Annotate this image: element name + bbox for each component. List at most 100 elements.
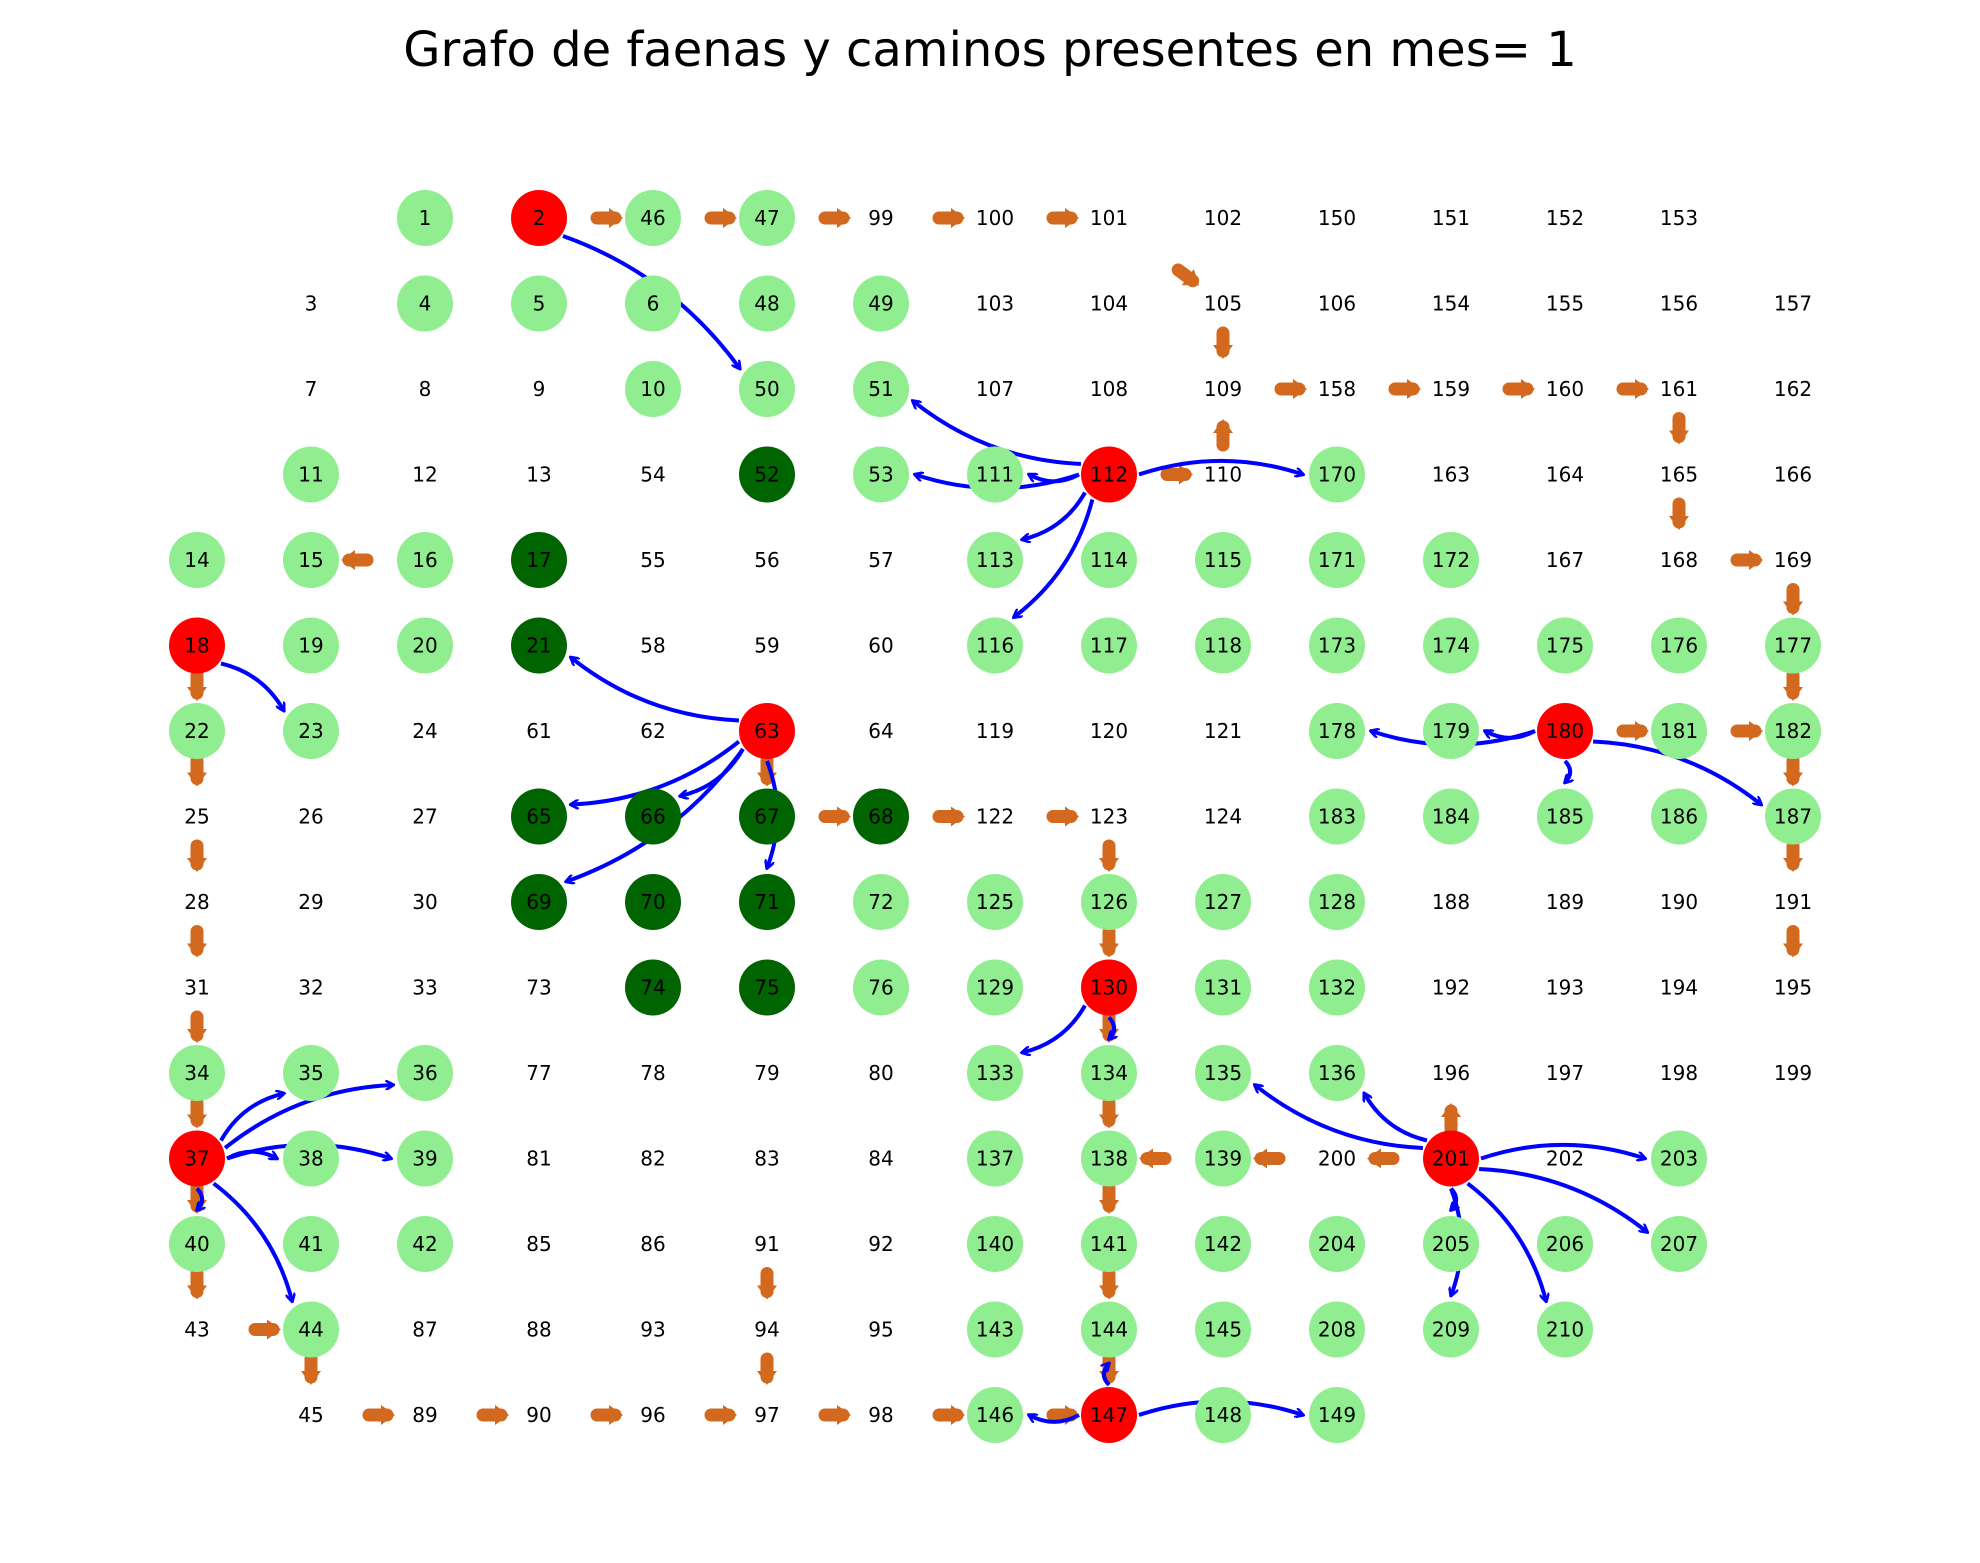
- node-12: 12: [412, 463, 437, 487]
- node-label: 198: [1660, 1061, 1698, 1085]
- node-label: 208: [1318, 1318, 1356, 1342]
- node-95: 95: [868, 1318, 893, 1342]
- node-label: 170: [1318, 463, 1356, 487]
- node-label: 20: [412, 634, 437, 658]
- node-114: 114: [1081, 532, 1137, 588]
- node-label: 203: [1660, 1147, 1698, 1171]
- node-32: 32: [298, 976, 323, 1000]
- node-3: 3: [305, 292, 318, 316]
- node-51: 51: [853, 361, 909, 417]
- node-26: 26: [298, 805, 323, 829]
- node-71: 71: [739, 874, 795, 930]
- node-204: 204: [1309, 1216, 1365, 1272]
- node-label: 117: [1090, 634, 1128, 658]
- node-label: 101: [1090, 206, 1128, 230]
- node-197: 197: [1546, 1061, 1584, 1085]
- node-label: 151: [1432, 206, 1470, 230]
- node-label: 139: [1204, 1147, 1242, 1171]
- node-193: 193: [1546, 976, 1584, 1000]
- node-163: 163: [1432, 463, 1470, 487]
- node-132: 132: [1309, 959, 1365, 1016]
- blue-edge-201-135: [1255, 1085, 1423, 1150]
- node-label: 165: [1660, 463, 1698, 487]
- node-label: 210: [1546, 1318, 1584, 1342]
- blue-edge-37-35: [219, 1093, 284, 1142]
- node-label: 48: [754, 292, 779, 316]
- node-85: 85: [526, 1232, 551, 1256]
- node-7: 7: [305, 377, 318, 401]
- node-93: 93: [640, 1318, 665, 1342]
- node-label: 178: [1318, 719, 1356, 743]
- orange-edge-31-34: [187, 1010, 207, 1043]
- node-label: 32: [298, 976, 323, 1000]
- node-label: 84: [868, 1147, 893, 1171]
- node-label: 171: [1318, 548, 1356, 572]
- node-25: 25: [184, 805, 209, 829]
- node-13: 13: [526, 463, 551, 487]
- node-116: 116: [967, 617, 1023, 674]
- node-134: 134: [1081, 1045, 1137, 1101]
- node-label: 9: [533, 377, 546, 401]
- node-133: 133: [967, 1045, 1023, 1101]
- node-label: 50: [754, 377, 779, 401]
- node-118: 118: [1195, 617, 1251, 674]
- node-174: 174: [1423, 617, 1479, 674]
- node-label: 194: [1660, 976, 1698, 1000]
- orange-edge-201-200: [1367, 1148, 1400, 1169]
- node-89: 89: [412, 1403, 437, 1427]
- blue-edge-201-210: [1466, 1181, 1546, 1301]
- node-73: 73: [526, 976, 551, 1000]
- node-label: 81: [526, 1147, 551, 1171]
- node-label: 126: [1090, 890, 1128, 914]
- node-141: 141: [1081, 1216, 1137, 1272]
- orange-edge-158-159: [1388, 379, 1421, 399]
- node-39: 39: [397, 1130, 453, 1187]
- node-label: 163: [1432, 463, 1470, 487]
- node-103: 103: [976, 292, 1014, 316]
- node-28: 28: [184, 890, 209, 914]
- node-label: 45: [298, 1403, 323, 1427]
- node-label: 146: [976, 1403, 1014, 1427]
- node-label: 23: [298, 719, 323, 743]
- node-label: 21: [526, 634, 551, 658]
- node-label: 36: [412, 1061, 437, 1085]
- node-label: 179: [1432, 719, 1470, 743]
- node-label: 22: [184, 719, 209, 743]
- node-67: 67: [739, 788, 795, 845]
- node-91: 91: [754, 1232, 779, 1256]
- node-label: 167: [1546, 548, 1584, 572]
- node-label: 189: [1546, 890, 1584, 914]
- node-150: 150: [1318, 206, 1356, 230]
- node-label: 28: [184, 890, 209, 914]
- orange-edge-169-177: [1783, 583, 1803, 616]
- node-label: 78: [640, 1061, 665, 1085]
- orange-edge-126-130: [1099, 925, 1119, 958]
- node-label: 156: [1660, 292, 1698, 316]
- node-label: 190: [1660, 890, 1698, 914]
- node-186: 186: [1651, 788, 1707, 845]
- node-label: 175: [1546, 634, 1584, 658]
- orange-edge-168-169: [1730, 550, 1763, 570]
- orange-edge-177-182: [1783, 668, 1803, 701]
- node-label: 8: [419, 377, 432, 401]
- node-22: 22: [169, 703, 225, 759]
- node-label: 177: [1774, 634, 1812, 658]
- node-label: 137: [976, 1147, 1014, 1171]
- node-195: 195: [1774, 976, 1812, 1000]
- node-label: 73: [526, 976, 551, 1000]
- node-label: 142: [1204, 1232, 1242, 1256]
- node-58: 58: [640, 634, 665, 658]
- node-192: 192: [1432, 976, 1470, 1000]
- node-44: 44: [283, 1301, 339, 1358]
- node-19: 19: [283, 617, 339, 674]
- orange-edge-191-195: [1783, 925, 1803, 958]
- node-label: 199: [1774, 1061, 1812, 1085]
- node-77: 77: [526, 1061, 551, 1085]
- node-175: 175: [1537, 617, 1593, 674]
- node-label: 76: [868, 976, 893, 1000]
- node-label: 120: [1090, 719, 1128, 743]
- node-label: 97: [754, 1403, 779, 1427]
- node-15: 15: [283, 532, 339, 588]
- node-130: 130: [1081, 959, 1137, 1016]
- node-113: 113: [967, 532, 1023, 588]
